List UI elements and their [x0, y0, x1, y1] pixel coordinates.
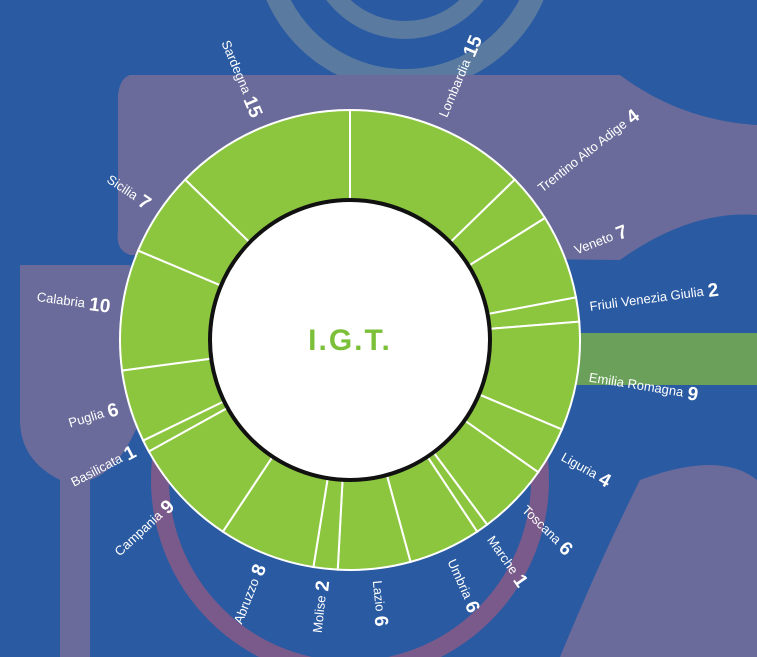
region-count: 6 [370, 615, 392, 628]
region-count: 10 [88, 294, 112, 318]
chart-title: I.G.T. [308, 324, 392, 357]
chart: I.G.T. Lombardia 15Trentino Alto Adige 4… [0, 0, 757, 657]
region-count: 2 [312, 579, 334, 592]
